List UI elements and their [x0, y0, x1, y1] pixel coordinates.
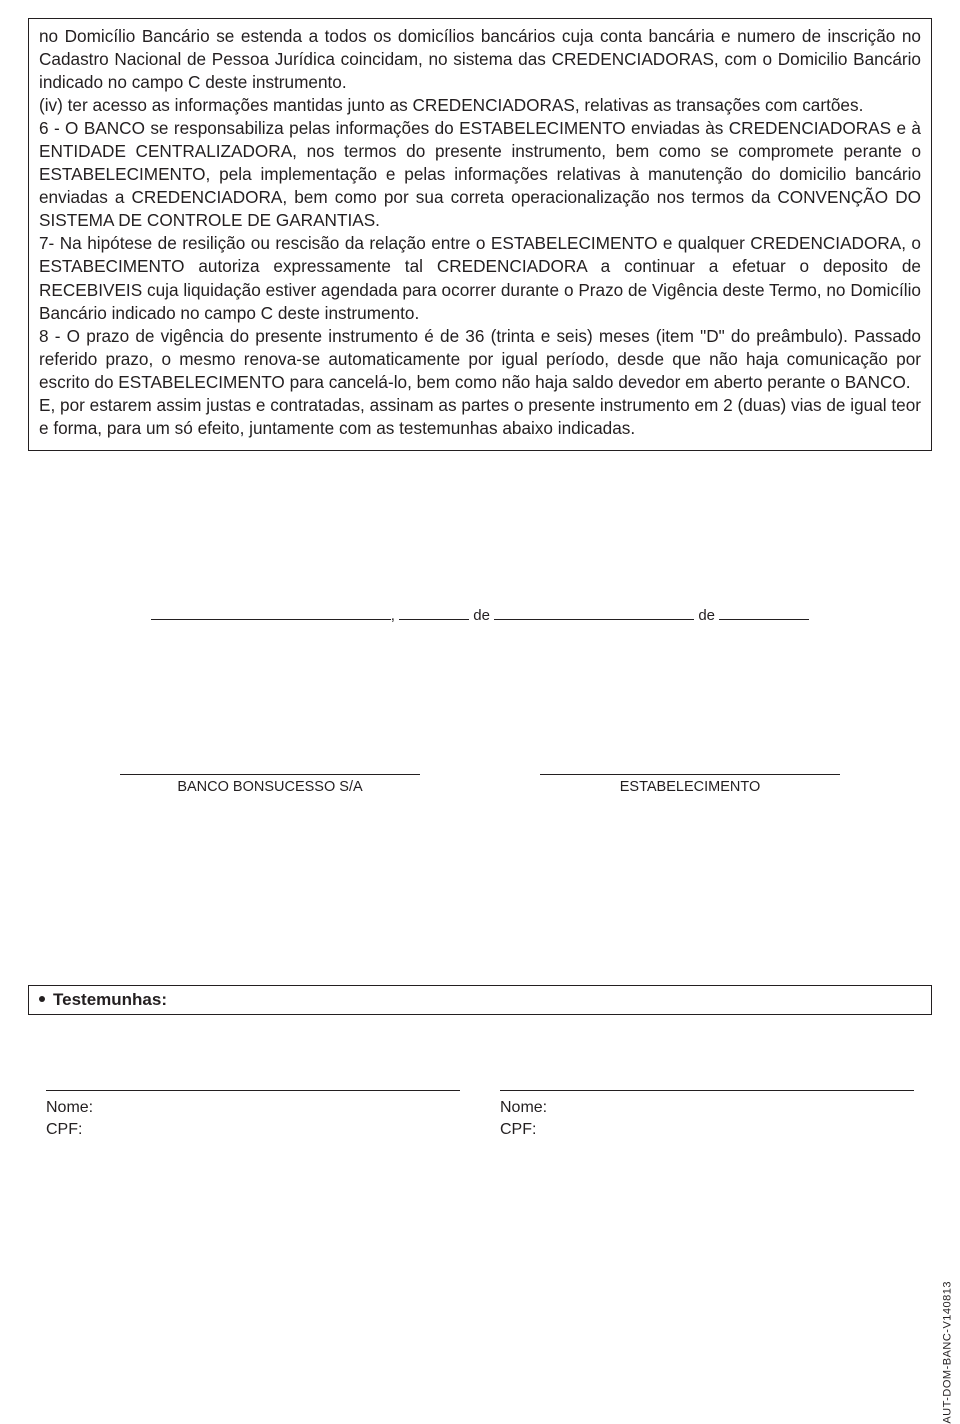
- contract-paragraph: 7- Na hipótese de resilição ou rescisão …: [39, 232, 921, 324]
- witness-signature-line[interactable]: [46, 1090, 460, 1091]
- date-signature-line: , de de: [28, 606, 932, 624]
- witness-name-label: Nome:: [500, 1097, 914, 1119]
- witnesses-heading: Testemunhas:: [53, 990, 167, 1009]
- witness-block-2: Nome: CPF:: [500, 1090, 914, 1142]
- city-blank[interactable]: [151, 606, 391, 620]
- signature-label-establishment: ESTABELECIMENTO: [540, 779, 840, 795]
- bullet-icon: [39, 996, 45, 1002]
- contract-paragraph: 8 - O prazo de vigência do presente inst…: [39, 325, 921, 394]
- signature-block-establishment: ESTABELECIMENTO: [540, 774, 840, 795]
- date-de-1: de: [469, 607, 494, 624]
- witnesses-heading-bar: Testemunhas:: [28, 985, 932, 1015]
- signature-block-bank: BANCO BONSUCESSO S/A: [120, 774, 420, 795]
- witness-block-1: Nome: CPF:: [46, 1090, 460, 1142]
- document-page: no Domicílio Bancário se estenda a todos…: [0, 0, 960, 1142]
- date-comma: ,: [391, 607, 399, 624]
- year-blank[interactable]: [719, 606, 809, 620]
- contract-paragraph: 6 - O BANCO se responsabiliza pelas info…: [39, 117, 921, 232]
- witness-cpf-label: CPF:: [500, 1119, 914, 1141]
- witness-signature-line[interactable]: [500, 1090, 914, 1091]
- contract-paragraph: no Domicílio Bancário se estenda a todos…: [39, 25, 921, 94]
- witness-row: Nome: CPF: Nome: CPF:: [28, 1090, 932, 1142]
- document-code: AUT-DOM-BANC-V140813: [942, 1281, 954, 1424]
- contract-text-box: no Domicílio Bancário se estenda a todos…: [28, 18, 932, 451]
- day-blank[interactable]: [399, 606, 469, 620]
- signature-line[interactable]: [540, 774, 840, 775]
- contract-paragraph: E, por estarem assim justas e contratada…: [39, 394, 921, 440]
- signature-label-bank: BANCO BONSUCESSO S/A: [120, 779, 420, 795]
- witness-cpf-label: CPF:: [46, 1119, 460, 1141]
- date-de-2: de: [694, 607, 719, 624]
- witness-name-label: Nome:: [46, 1097, 460, 1119]
- signature-row: BANCO BONSUCESSO S/A ESTABELECIMENTO: [28, 774, 932, 795]
- signature-line[interactable]: [120, 774, 420, 775]
- month-blank[interactable]: [494, 606, 694, 620]
- contract-paragraph: (iv) ter acesso as informações mantidas …: [39, 94, 921, 117]
